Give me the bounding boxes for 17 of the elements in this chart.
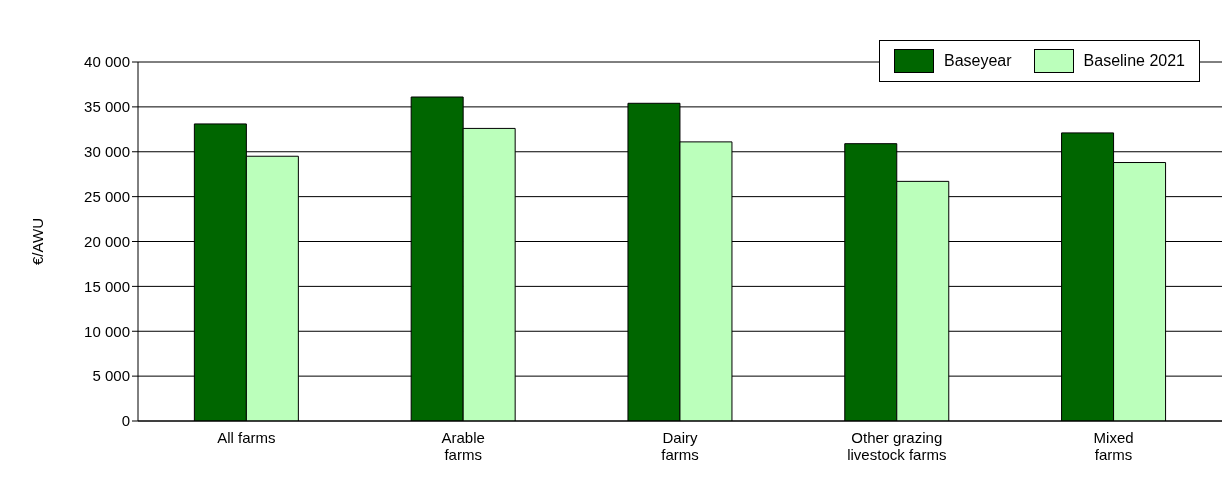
y-tick-label: 35 000: [84, 98, 130, 116]
y-tick-label: 10 000: [84, 322, 130, 340]
y-tick-label: 25 000: [84, 187, 130, 205]
y-tick-label: 0: [121, 412, 130, 430]
y-tick-label: 15 000: [84, 277, 130, 295]
legend-label: Baseline 2021: [1083, 52, 1185, 70]
y-axis-title: €/AWU: [29, 218, 47, 265]
y-tick-label: 20 000: [84, 232, 130, 250]
x-tick-label: All farms: [217, 429, 276, 446]
y-tick-label: 30 000: [84, 143, 130, 161]
legend-label: Baseyear: [943, 52, 1012, 70]
x-tick-label: Other grazing livestock farms: [847, 429, 947, 463]
y-tick-label: 5 000: [92, 367, 130, 385]
y-tick-label: 40 000: [84, 53, 130, 71]
x-tick-label: Arable farms: [441, 429, 485, 463]
x-tick-label: Dairy farms: [661, 429, 699, 463]
x-tick-label: Mixed farms: [1093, 429, 1134, 463]
